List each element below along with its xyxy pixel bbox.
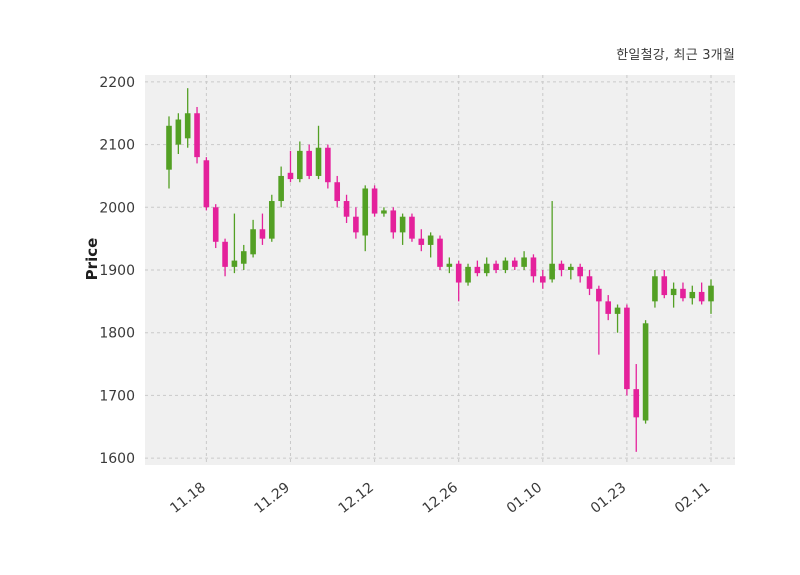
candle-body — [371, 188, 378, 214]
candle-body — [184, 113, 191, 139]
candle-body — [259, 229, 266, 239]
candle-body — [250, 229, 256, 255]
candle-body — [212, 207, 219, 242]
candle-body — [605, 301, 612, 314]
candle-body — [240, 251, 247, 264]
candle-body — [297, 150, 303, 180]
candle-body — [539, 276, 546, 283]
x-tick-label: 01.23 — [588, 480, 629, 517]
candle-body — [465, 266, 471, 283]
y-tick-label: 2000 — [99, 200, 135, 216]
candle-body — [399, 216, 406, 233]
candle-body — [549, 263, 555, 280]
candle-body — [175, 119, 182, 145]
candle-body — [530, 257, 537, 277]
candle-body — [652, 276, 658, 302]
x-tick-label: 12.12 — [336, 480, 377, 517]
candle-body — [680, 288, 686, 299]
candle-body — [334, 182, 341, 202]
candle-body — [483, 263, 490, 274]
candle-body — [353, 216, 359, 233]
candle-body — [446, 263, 453, 267]
chart-title: 한일철강, 최근 3개월 — [616, 48, 735, 63]
x-tick-label: 02.11 — [672, 480, 713, 517]
candle-body — [362, 188, 369, 236]
candle-body — [325, 147, 331, 183]
candle-body — [661, 276, 668, 296]
y-tick-label: 1900 — [99, 263, 135, 279]
x-tick-label: 11.29 — [252, 480, 293, 517]
candle-body — [624, 307, 630, 390]
candle-body — [437, 238, 443, 267]
candle-body — [390, 210, 397, 233]
candle-body — [166, 125, 172, 170]
candle-body — [222, 241, 228, 267]
candle-body — [381, 210, 387, 214]
candle-body — [511, 260, 518, 267]
x-tick-label: 12.26 — [420, 479, 462, 516]
x-tick-label: 01.10 — [504, 480, 545, 517]
candle-body — [268, 201, 275, 239]
candle-body — [596, 288, 602, 302]
y-tick-label: 1800 — [99, 326, 135, 342]
candle-body — [521, 257, 527, 267]
candle-body — [642, 323, 649, 421]
candle-body — [708, 285, 714, 302]
candle-body — [577, 266, 583, 277]
candle-body — [343, 201, 350, 217]
candle-body — [614, 307, 621, 314]
y-tick-label: 2200 — [99, 75, 135, 91]
candle-body — [558, 263, 565, 270]
candle-body — [287, 172, 294, 180]
candle-body — [427, 235, 434, 245]
candle-body — [418, 238, 425, 245]
candle-body — [194, 113, 200, 158]
candle-body — [474, 266, 481, 274]
candle-body — [203, 160, 210, 208]
candle-body — [455, 263, 462, 283]
candle-body — [409, 216, 415, 239]
candle-body — [689, 291, 696, 299]
y-tick-label: 1700 — [99, 388, 135, 404]
candle-body — [278, 175, 284, 202]
candle-body — [306, 150, 312, 176]
candle-body — [493, 263, 499, 270]
candle-body — [315, 147, 322, 176]
x-tick-label: 11.18 — [167, 480, 208, 517]
y-tick-label: 1600 — [99, 451, 135, 467]
candle-body — [568, 266, 574, 270]
candle-body — [633, 389, 640, 418]
candle-body — [231, 260, 238, 267]
candle-body — [502, 260, 509, 270]
candle-body — [670, 288, 677, 296]
candle-body — [586, 276, 593, 289]
candle-body — [698, 291, 705, 302]
y-tick-label: 2100 — [99, 138, 135, 154]
